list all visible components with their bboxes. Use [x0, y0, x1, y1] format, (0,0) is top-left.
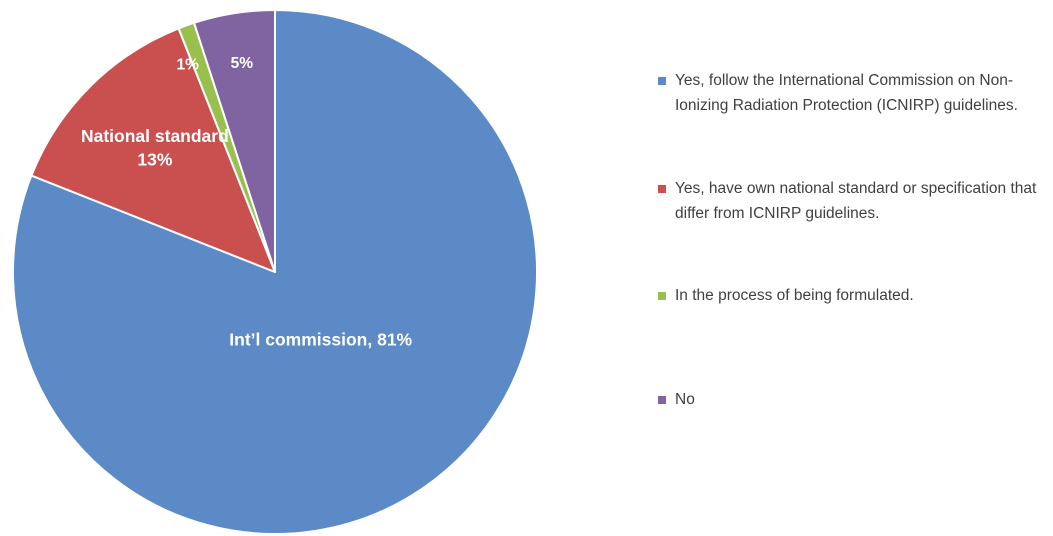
label-intl-commission: Int’l commission, 81% — [229, 329, 412, 349]
legend-swatch — [658, 77, 666, 85]
legend-item-no: No — [658, 387, 1048, 412]
legend-swatch — [658, 292, 666, 300]
legend-item-being-formulated: In the process of being formulated. — [658, 283, 1048, 308]
legend-text: Yes, follow the International Commission… — [675, 72, 1018, 114]
legend-swatch — [658, 396, 666, 404]
label-national-standard: National standard 13% — [81, 126, 229, 170]
legend-text: No — [675, 391, 695, 408]
legend-swatch — [658, 185, 666, 193]
legend-item-national-standard: Yes, have own national standard or speci… — [658, 176, 1048, 226]
slice-no — [193, 9, 276, 273]
legend-text: In the process of being formulated. — [675, 287, 914, 304]
slice-national-standard — [30, 27, 276, 273]
legend-text: Yes, have own national standard or speci… — [675, 180, 1037, 222]
label-being-formulated: 1% — [176, 57, 199, 74]
label-no: 5% — [231, 55, 254, 72]
legend-item-intl-commission: Yes, follow the International Commission… — [658, 68, 1048, 118]
